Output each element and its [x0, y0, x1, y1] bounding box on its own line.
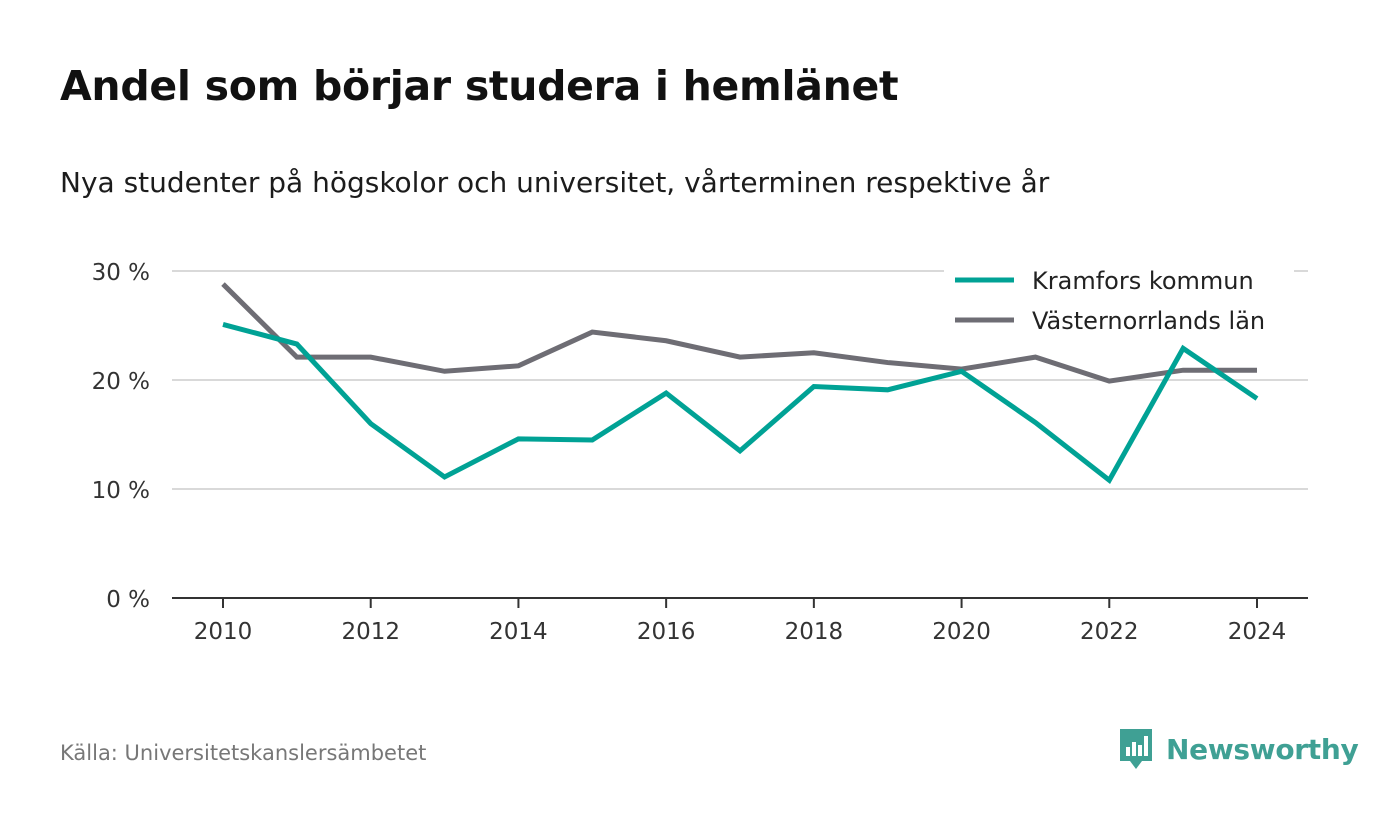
x-tick-label: 2010 [194, 619, 253, 645]
y-tick-label: 0 % [106, 587, 150, 613]
y-tick-label: 20 % [92, 369, 150, 395]
brand-logo: Newsworthy [1118, 727, 1359, 771]
x-tick-label: 2014 [489, 619, 548, 645]
chart-subtitle: Nya studenter på högskolor och universit… [60, 166, 1050, 199]
x-tick-label: 2024 [1228, 619, 1287, 645]
series-line-vasternorrland [221, 282, 1257, 384]
chart-title: Andel som börjar studera i hemlänet [60, 62, 899, 110]
x-tick-label: 2012 [341, 619, 400, 645]
legend-background [944, 258, 1294, 342]
source-note: Källa: Universitetskanslersämbetet [60, 741, 427, 765]
series-line-kramfors [222, 321, 1259, 485]
legend-label: Västernorrlands län [1032, 307, 1265, 335]
newsworthy-logo-icon [1120, 729, 1152, 769]
line-chart: 0 % 10 % 20 % 30 % 2010 2012 2014 2016 2018 2020… [92, 258, 1308, 645]
y-tick-label: 30 % [92, 260, 150, 286]
series-lines [221, 282, 1259, 485]
x-tick-label: 2018 [785, 619, 844, 645]
x-tick-label: 2022 [1080, 619, 1139, 645]
brand-name: Newsworthy [1166, 732, 1359, 766]
y-axis-tick-labels: 0 % 10 % 20 % 30 % [92, 260, 150, 613]
legend: Kramfors kommun Västernorrlands län [944, 258, 1294, 342]
x-tick-label: 2016 [637, 619, 696, 645]
x-tick-label: 2020 [932, 619, 991, 645]
x-axis: 2010 2012 2014 2016 2018 2020 2022 2024 [172, 597, 1308, 645]
legend-label: Kramfors kommun [1032, 267, 1254, 295]
y-tick-label: 10 % [92, 478, 150, 504]
